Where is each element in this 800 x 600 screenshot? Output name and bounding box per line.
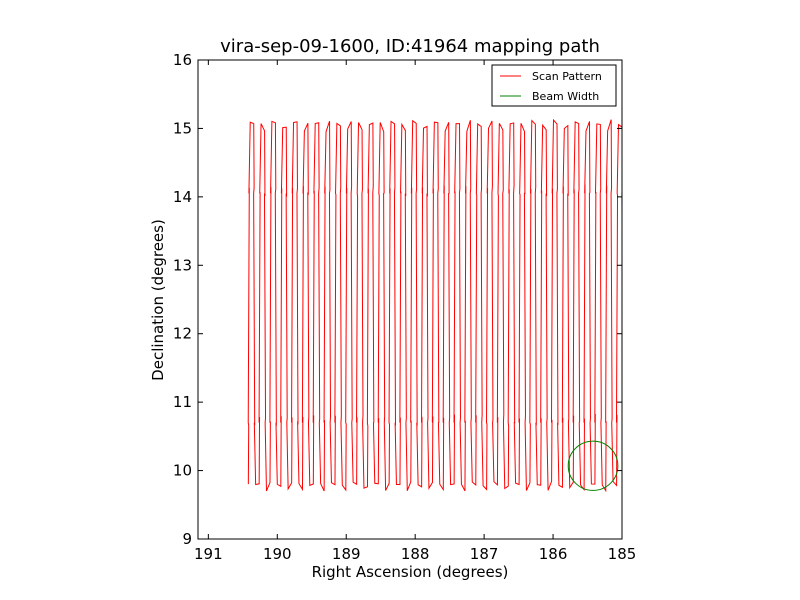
legend: Scan Pattern Beam Width — [491, 64, 617, 107]
y-tick-label: 13 — [173, 256, 192, 274]
legend-box — [491, 64, 617, 107]
x-tick-label: 185 — [608, 545, 637, 563]
beam-width-group — [567, 440, 619, 491]
plot-area — [197, 59, 623, 540]
x-tick-label: 186 — [539, 545, 568, 563]
legend-label-scan-pattern: Scan Pattern — [532, 70, 602, 83]
y-tick-label: 15 — [173, 119, 192, 137]
x-tick-label: 187 — [470, 545, 499, 563]
y-tick-label: 16 — [173, 51, 192, 69]
y-axis-ticks: 9 10 11 12 13 14 15 16 — [173, 51, 622, 548]
x-tick-label: 188 — [401, 545, 430, 563]
y-tick-label: 14 — [173, 188, 192, 206]
beam-width-circle — [567, 440, 619, 491]
legend-label-beam-width: Beam Width — [532, 90, 599, 103]
y-axis-label: Declination (degrees) — [149, 219, 167, 381]
chart-title: vira-sep-09-1600, ID:41964 mapping path — [220, 36, 600, 57]
y-tick-label: 10 — [173, 462, 192, 480]
x-tick-label: 190 — [263, 545, 292, 563]
x-tick-label: 191 — [194, 545, 223, 563]
y-tick-label: 11 — [173, 393, 192, 411]
x-axis-ticks: 191 190 189 188 187 186 185 — [194, 60, 636, 563]
scan-pattern-group — [247, 118, 622, 493]
plot-frame — [197, 59, 623, 540]
x-tick-label: 189 — [332, 545, 361, 563]
y-tick-label: 12 — [173, 325, 192, 343]
y-tick-label: 9 — [182, 530, 192, 548]
x-axis-label: Right Ascension (degrees) — [312, 563, 509, 581]
scan-pattern-line — [247, 118, 622, 493]
